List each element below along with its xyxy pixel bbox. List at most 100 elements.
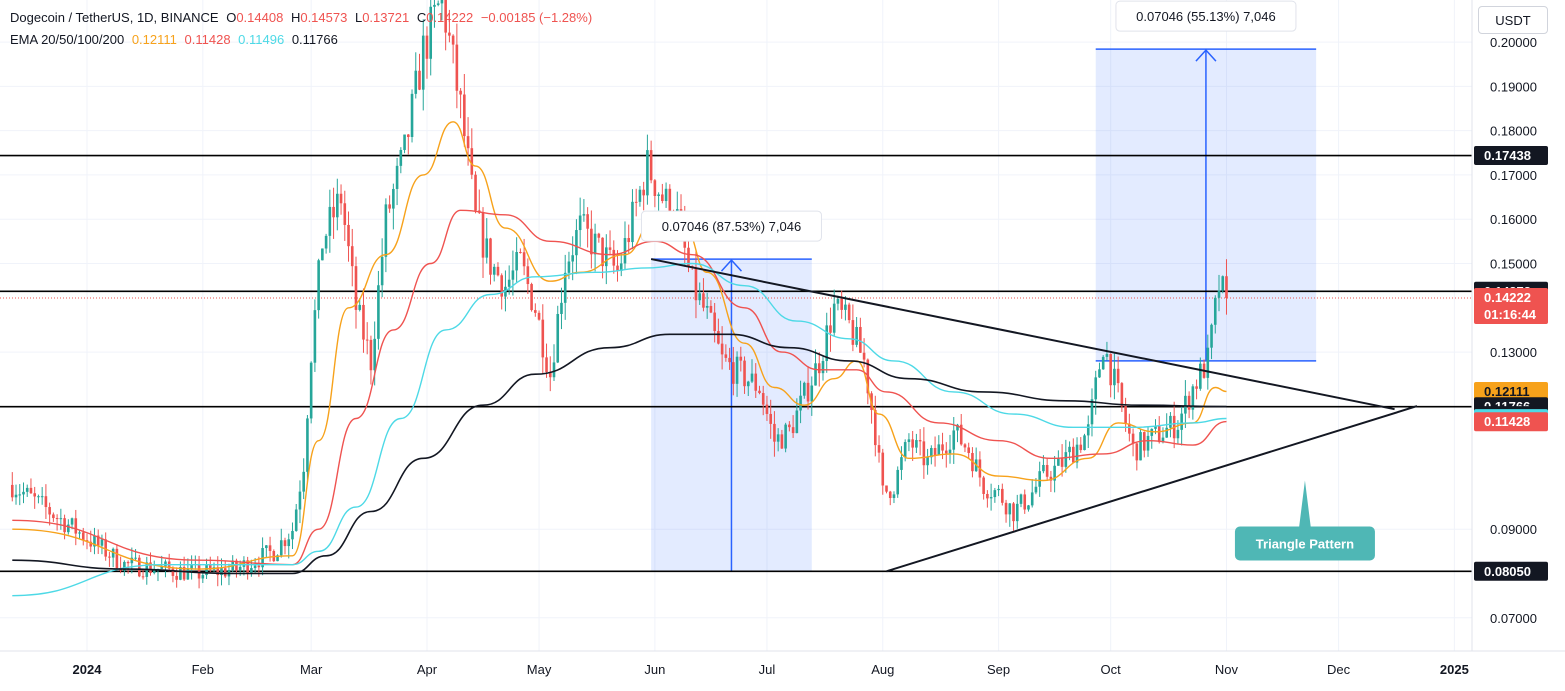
candle-body <box>339 193 343 204</box>
candle-body <box>735 356 739 384</box>
candle-body <box>653 180 657 196</box>
candle-body <box>601 237 604 267</box>
x-tick-label: Jul <box>759 662 776 677</box>
y-tick-label: 0.09000 <box>1490 522 1537 537</box>
measure-arrow-head <box>1195 49 1217 62</box>
symbol-title: Dogecoin / TetherUS, 1D, BINANCE <box>10 10 219 25</box>
candle-body <box>944 450 948 454</box>
candle-body <box>522 252 526 267</box>
candle-body <box>1057 458 1060 466</box>
candle-body <box>287 539 291 547</box>
x-tick-label: Aug <box>871 662 894 677</box>
candle-body <box>926 457 929 466</box>
currency-button[interactable]: USDT <box>1478 6 1548 34</box>
candle-body <box>171 568 175 576</box>
candle-body <box>425 35 429 59</box>
candle-body <box>10 484 14 498</box>
candle-body <box>268 545 272 552</box>
price-tag-box <box>1474 561 1548 581</box>
candle-body <box>380 256 384 286</box>
candle-body <box>40 496 44 498</box>
candle-body <box>362 304 365 340</box>
candle-body <box>780 434 784 449</box>
callout-box <box>1234 526 1375 561</box>
candle-body <box>1120 383 1124 407</box>
candle-body <box>279 540 283 556</box>
candle-body <box>44 496 48 508</box>
candle-body <box>291 530 294 540</box>
candle-body <box>1169 415 1172 428</box>
ema100-line <box>12 262 1227 597</box>
candle-body <box>492 266 496 275</box>
candle-body <box>313 310 317 363</box>
candle-body <box>855 326 858 345</box>
candle-body <box>649 150 653 181</box>
candle-body <box>111 548 115 558</box>
candle-body <box>713 312 716 332</box>
x-tick-label: Jun <box>644 662 665 677</box>
candle-body <box>810 385 814 402</box>
candle-body <box>1225 276 1228 298</box>
candle-body <box>623 238 627 264</box>
x-tick-label: Dec <box>1327 662 1351 677</box>
candle-body <box>134 557 137 559</box>
candle-body <box>836 298 840 304</box>
candle-body <box>1184 395 1187 414</box>
candle-body <box>851 320 855 345</box>
candle-body <box>1038 471 1041 487</box>
candle-body <box>963 444 967 448</box>
candle-body <box>1210 324 1213 348</box>
ema200-line <box>12 333 1227 575</box>
candle-body <box>336 193 339 218</box>
candle-body <box>915 440 918 448</box>
candle-body <box>384 204 388 257</box>
candle-body <box>597 233 601 238</box>
candle-body <box>365 339 369 341</box>
candle-body <box>309 362 313 419</box>
candle-body <box>511 270 515 280</box>
ema20-line <box>12 121 1227 570</box>
candle-body <box>22 491 25 495</box>
candle-body <box>959 424 963 445</box>
candle-body <box>575 230 578 256</box>
candle-body <box>590 228 593 255</box>
candle-body <box>638 189 642 202</box>
candle-body <box>847 304 851 321</box>
candle-body <box>1008 503 1012 515</box>
candle-body <box>881 452 885 486</box>
candle-body <box>358 304 362 310</box>
candle-body <box>1090 399 1094 425</box>
candle-body <box>350 246 354 267</box>
candle-body <box>1105 354 1109 357</box>
candle-body <box>347 224 350 247</box>
candle-body <box>754 373 758 391</box>
candle-body <box>567 261 571 273</box>
candle-body <box>283 540 287 547</box>
candle-body <box>1195 386 1198 389</box>
candle-body <box>52 514 55 519</box>
candle-body <box>1101 356 1105 370</box>
candle-body <box>1154 426 1157 429</box>
candle-body <box>451 35 455 45</box>
candle-body <box>1161 437 1165 443</box>
candle-body <box>466 136 470 149</box>
candle-body <box>1001 488 1004 503</box>
candle-body <box>414 70 418 94</box>
candle-body <box>1072 446 1075 463</box>
ema50-value: 0.11428 <box>184 32 231 47</box>
candle-body <box>862 352 866 360</box>
price-tag: 0.11428 <box>1474 412 1548 432</box>
candle-body <box>317 260 320 311</box>
candle-body <box>605 247 608 267</box>
candle-body <box>952 430 956 450</box>
candle-body <box>1042 464 1045 472</box>
candle-body <box>25 487 29 492</box>
measure-label-box <box>640 210 822 242</box>
candle-body <box>657 194 660 196</box>
candle-body <box>160 566 164 569</box>
measure-label-1: 0.07046 (87.53%) 7,046 <box>640 210 822 242</box>
measure-arrow-head <box>720 258 743 272</box>
candle-body <box>324 235 328 249</box>
candle-body <box>392 188 395 209</box>
